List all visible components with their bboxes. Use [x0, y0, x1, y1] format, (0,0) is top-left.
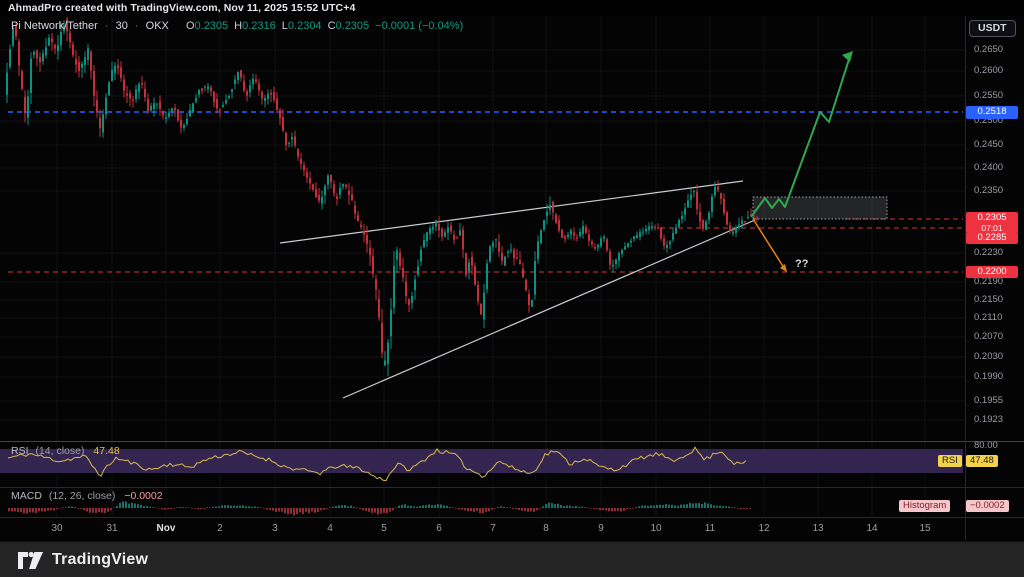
price-badge-0.2518: 0.2518 [966, 106, 1018, 119]
high-value: 0.2316 [242, 20, 276, 32]
price-axis-label: 0.2600 [974, 65, 1004, 76]
rsi-badge-label: RSI [938, 455, 962, 467]
price-axis-label: 0.2400 [974, 162, 1004, 173]
price-axis-label: 0.2650 [974, 44, 1004, 55]
symbol-name[interactable]: Pi Network/Tether [11, 20, 98, 32]
open-value: 0.2305 [194, 20, 229, 32]
low-value: 0.2304 [287, 20, 322, 32]
time-axis-label: 12 [758, 523, 770, 534]
time-axis-label: 9 [598, 523, 604, 534]
macd-indicator-label[interactable]: MACD (12, 26, close) −0.0002 [11, 490, 163, 502]
rsi-badge-value: 47.48 [966, 455, 998, 467]
currency-toggle-button[interactable]: USDT [969, 20, 1016, 37]
candlestick-series [6, 17, 758, 377]
time-axis-label: 11 [704, 523, 716, 534]
countdown-timer: 07:01 [981, 223, 1003, 233]
price-axis-label: 0.1955 [974, 395, 1004, 406]
price-axis-label: 0.2030 [974, 351, 1004, 362]
high-label: H [234, 20, 243, 32]
trendline-lower[interactable] [342, 219, 756, 399]
price-axis-label: 0.2070 [974, 331, 1004, 342]
legend-separator: · [134, 20, 139, 32]
ohlc-readout: O0.2305 H0.2316 L0.2304 C0.2305 −0.0001 (−0.… [180, 20, 463, 32]
macd-badge-value: −0.0002 [966, 500, 1009, 512]
price-axis-label: 0.2450 [974, 139, 1004, 150]
rsi-value: 47.48 [93, 445, 120, 457]
time-axis-label: 30 [51, 523, 63, 534]
tradingview-logo[interactable]: TradingView [18, 551, 148, 570]
exchange-name[interactable]: OKX [145, 20, 169, 32]
trendline-upper[interactable] [279, 180, 744, 244]
macd-value: −0.0002 [124, 490, 163, 502]
rsi-line [7, 446, 747, 482]
gridlines [0, 16, 965, 517]
time-axis-label: 7 [490, 523, 496, 534]
close-label: C [327, 20, 336, 32]
low-label: L [281, 20, 288, 32]
bearish-projection-arrow[interactable] [752, 218, 787, 272]
rsi-axis-label: 80.00 [974, 440, 998, 451]
price-badge-0.2305: 0.2305 07:01 [966, 212, 1018, 233]
price-badge-0.2285: 0.2285 [966, 232, 1018, 244]
price-axis-label: 0.2350 [974, 185, 1004, 196]
time-axis-label: 13 [812, 523, 824, 534]
time-axis-label: 14 [866, 523, 878, 534]
price-axis-label: 0.2150 [974, 294, 1004, 305]
change-value: −0.0001 (−0.04%) [375, 20, 464, 32]
time-axis-label: 2 [217, 523, 223, 534]
price-axis-label: 0.2500 [974, 115, 1004, 126]
time-axis-label: 5 [381, 523, 387, 534]
time-axis-label: Nov [156, 523, 176, 534]
bullish-arrowhead [842, 51, 853, 62]
price-axis-label: 0.2230 [974, 247, 1004, 258]
rsi-indicator-label[interactable]: RSI (14, close) 47.48 [11, 445, 120, 457]
price-axis-label: 0.2110 [974, 312, 1003, 323]
watermark-bar: AhmadPro created with TradingView.com, N… [0, 0, 1024, 16]
rsi-title[interactable]: RSI [11, 445, 29, 457]
bearish-arrowhead [780, 264, 787, 272]
time-axis-label: 10 [650, 523, 662, 534]
bottom-brand-bar: TradingView [0, 541, 1024, 577]
time-axis-label: 3 [272, 523, 278, 534]
open-label: O [185, 20, 195, 32]
price-axis-label: 0.2550 [974, 90, 1004, 101]
macd-params: (12, 26, close) [48, 490, 116, 502]
rsi-band [0, 449, 963, 473]
price-badge-0.2200: 0.2200 [966, 266, 1018, 278]
price-axis-label: 0.1923 [974, 414, 1004, 425]
tradingview-logo-icon [18, 551, 43, 569]
time-axis-label: 4 [327, 523, 333, 534]
bullish-projection-arrow[interactable] [750, 52, 852, 218]
question-annotation[interactable]: ?? [795, 258, 809, 270]
time-axis-label: 31 [106, 523, 118, 534]
macd-histogram [8, 501, 751, 516]
macd-badge-label: Histogram [899, 500, 951, 512]
symbol-legend[interactable]: Pi Network/Tether · 30 · OKX O0.2305 H0.2… [11, 20, 463, 32]
price-axis-label: 0.1990 [974, 371, 1004, 382]
price-axis-label: 0.2190 [974, 276, 1004, 287]
rsi-params: (14, close) [35, 445, 85, 457]
macd-title[interactable]: MACD [11, 490, 42, 502]
interval-value[interactable]: 30 [115, 20, 128, 32]
legend-separator: · [104, 20, 109, 32]
watermark-text: AhmadPro created with TradingView.com, N… [8, 2, 356, 14]
tradingview-brand-text[interactable]: TradingView [52, 551, 149, 568]
time-axis-label: 8 [543, 523, 549, 534]
time-axis-label: 15 [919, 523, 931, 534]
chart-canvas[interactable] [0, 0, 1024, 541]
close-value: 0.2305 [335, 20, 370, 32]
time-axis-label: 6 [436, 523, 442, 534]
